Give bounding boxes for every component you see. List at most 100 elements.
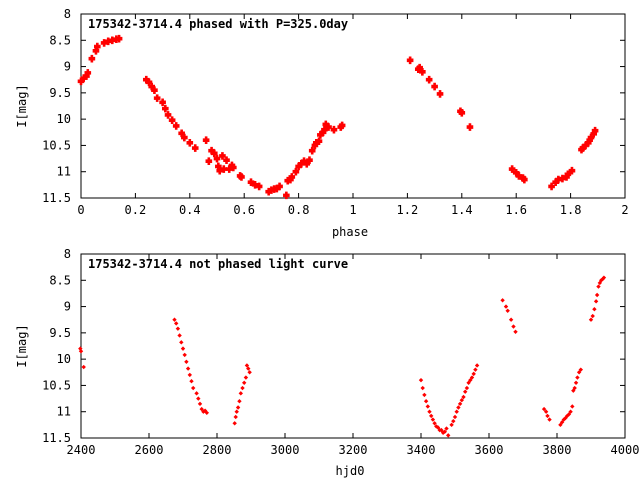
data-point <box>191 144 199 152</box>
data-point <box>548 182 555 191</box>
data-point <box>317 131 324 139</box>
data-point <box>593 299 599 304</box>
y-tick-label: 10 <box>57 112 71 126</box>
data-point <box>234 409 239 414</box>
x-tick-label: 1.4 <box>451 203 473 217</box>
data-point <box>587 133 595 142</box>
data-point <box>238 173 245 181</box>
y-axis-label: I[mag] <box>15 84 29 127</box>
data-point <box>151 86 158 95</box>
data-point <box>454 409 459 414</box>
data-point <box>303 160 311 168</box>
x-tick-label: 2 <box>621 203 628 217</box>
data-point <box>466 123 474 131</box>
data-point <box>541 406 547 412</box>
data-point <box>500 298 505 303</box>
data-point <box>94 42 101 51</box>
data-point <box>159 98 166 107</box>
data-point <box>175 326 181 331</box>
x-tick-label: 4000 <box>611 443 640 457</box>
data-point <box>232 421 237 426</box>
data-point <box>457 401 463 407</box>
x-tick-label: 0.4 <box>179 203 201 217</box>
data-point <box>422 392 427 398</box>
panel-title: 175342-3714.4 phased with P=325.0day <box>88 17 348 31</box>
data-point <box>420 385 425 391</box>
data-point <box>513 329 518 335</box>
data-point <box>588 317 594 322</box>
data-point <box>547 417 552 422</box>
data-point <box>521 175 528 184</box>
y-tick-label: 11 <box>57 405 71 419</box>
data-point <box>430 417 436 422</box>
data-point <box>180 346 186 351</box>
data-point <box>174 321 179 326</box>
data-point <box>205 157 213 165</box>
data-point <box>77 77 85 86</box>
data-point <box>204 410 209 415</box>
data-point <box>559 420 565 425</box>
data-point <box>84 69 92 77</box>
data-point <box>568 409 573 414</box>
data-point <box>247 370 252 375</box>
data-point <box>592 307 597 312</box>
data-point <box>315 137 323 146</box>
data-point <box>172 317 177 322</box>
data-point <box>288 173 296 181</box>
data-point <box>452 414 458 420</box>
data-point <box>505 308 510 313</box>
data-point <box>181 133 188 142</box>
data-point <box>545 413 550 419</box>
y-tick-label: 11 <box>57 165 71 179</box>
data-point <box>243 375 249 380</box>
data-point <box>425 404 430 409</box>
data-point <box>88 54 96 63</box>
data-point <box>570 404 575 409</box>
data-point <box>233 414 238 420</box>
data-point <box>162 104 169 113</box>
y-tick-label: 9 <box>64 300 71 314</box>
unphased-light-curve-panel: 175342-3714.4 not phased light curve hjd… <box>15 247 639 478</box>
data-point <box>565 413 570 419</box>
data-point <box>442 429 447 434</box>
data-point <box>338 121 346 130</box>
data-point <box>235 405 241 410</box>
y-tick-label: 8 <box>64 247 71 261</box>
data-point <box>242 380 247 385</box>
y-tick-label: 11.5 <box>42 431 71 445</box>
y-tick-label: 8 <box>64 7 71 21</box>
data-point <box>189 379 194 384</box>
x-tick-label: 0.8 <box>288 203 310 217</box>
x-tick-label: 3800 <box>543 443 572 457</box>
data-point <box>572 385 577 391</box>
data-point <box>197 401 203 407</box>
data-point <box>571 388 576 393</box>
data-point <box>425 75 433 84</box>
data-point <box>196 396 201 401</box>
data-point <box>436 90 444 98</box>
x-tick-label: 1.2 <box>397 203 419 217</box>
data-point <box>508 317 514 322</box>
data-point <box>153 94 161 102</box>
panel-title: 175342-3714.4 not phased light curve <box>88 257 348 271</box>
data-point <box>419 68 426 76</box>
y-tick-label: 9.5 <box>49 86 71 100</box>
data-point <box>474 363 480 368</box>
data-point <box>179 340 184 345</box>
data-point <box>172 122 180 130</box>
data-point <box>473 367 478 372</box>
x-tick-label: 2800 <box>203 443 232 457</box>
data-point <box>194 391 199 396</box>
data-point <box>246 366 251 371</box>
data-point <box>503 304 509 309</box>
data-point <box>230 163 237 172</box>
data-point <box>578 367 583 372</box>
data-point <box>244 363 250 368</box>
data-point <box>423 399 429 404</box>
data-point <box>582 141 589 150</box>
data-point <box>590 313 595 319</box>
data-point <box>594 292 600 298</box>
x-tick-label: 3000 <box>271 443 300 457</box>
y-tick-label: 10 <box>57 352 71 366</box>
